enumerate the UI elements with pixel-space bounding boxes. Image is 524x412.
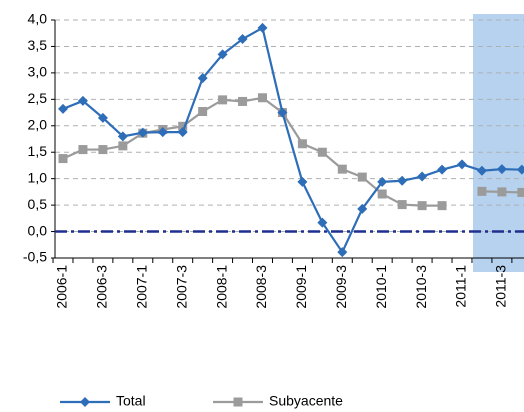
y-tick-label: 2,0: [28, 116, 48, 132]
data-point: [437, 201, 447, 211]
data-point: [118, 141, 128, 151]
data-point: [137, 127, 148, 138]
data-point: [277, 107, 288, 118]
y-tick-label: 4,0: [28, 11, 48, 27]
data-point: [157, 127, 168, 138]
data-point: [457, 159, 467, 170]
legend-label: Total: [116, 393, 146, 409]
data-point: [58, 103, 68, 114]
data-point: [377, 189, 387, 199]
data-point: [516, 164, 524, 175]
data-point: [477, 186, 487, 196]
x-tick-label: 2011-3: [493, 265, 509, 308]
x-tick-label: 2009-3: [333, 265, 349, 309]
y-tick-label: 2,5: [28, 90, 48, 106]
legend-marker: [233, 397, 243, 407]
data-point: [77, 95, 88, 106]
data-point: [357, 172, 367, 182]
x-tick-label: 2011-1: [453, 265, 469, 308]
data-point: [197, 73, 208, 84]
legend-label: Subyacente: [269, 393, 343, 409]
x-tick-label: 2006-3: [94, 265, 110, 309]
y-tick-label: 3,0: [28, 64, 48, 80]
data-point: [238, 96, 248, 106]
x-tick-label: 2007-3: [173, 265, 189, 309]
data-point: [476, 165, 487, 176]
data-point: [377, 176, 388, 187]
x-tick-label: 2010-1: [373, 265, 389, 309]
data-point: [337, 164, 347, 174]
y-tick-label: 1,5: [28, 143, 48, 159]
data-point: [177, 127, 188, 138]
data-point: [97, 112, 108, 123]
data-point: [217, 49, 228, 60]
data-point: [58, 154, 68, 164]
data-point: [357, 203, 368, 214]
data-point: [117, 131, 128, 142]
x-tick-label: 2007-1: [134, 265, 150, 309]
data-point: [317, 217, 328, 228]
data-point: [517, 187, 524, 197]
x-tick-label: 2010-3: [413, 265, 429, 309]
y-tick-label: 0,0: [28, 222, 48, 238]
data-point: [297, 139, 307, 149]
y-tick-label: -0,5: [23, 249, 47, 265]
data-point: [78, 145, 88, 155]
data-point: [218, 95, 228, 105]
legend-marker: [80, 397, 90, 407]
data-point: [297, 176, 308, 187]
x-tick-label: 2008-1: [213, 265, 229, 309]
data-point: [437, 164, 448, 175]
data-point: [397, 175, 408, 186]
data-point: [317, 147, 327, 157]
data-point: [178, 121, 188, 131]
data-point: [417, 171, 428, 182]
data-point: [397, 200, 407, 210]
forecast-shading: [473, 14, 524, 272]
data-point: [258, 93, 267, 103]
data-point: [98, 145, 108, 155]
y-tick-label: 1,0: [28, 169, 48, 185]
y-tick-label: 3,5: [28, 37, 48, 53]
y-tick-label: 0,5: [28, 196, 48, 212]
x-tick-label: 2009-1: [293, 265, 309, 309]
data-point: [496, 164, 507, 175]
data-point: [198, 106, 208, 116]
x-tick-label: 2008-3: [253, 265, 269, 309]
data-point: [237, 34, 248, 45]
data-point: [497, 187, 507, 197]
series-line: [62, 96, 522, 207]
data-point: [257, 22, 268, 33]
data-point: [417, 201, 427, 211]
data-point: [337, 247, 348, 258]
x-tick-label: 2006-1: [54, 265, 70, 309]
